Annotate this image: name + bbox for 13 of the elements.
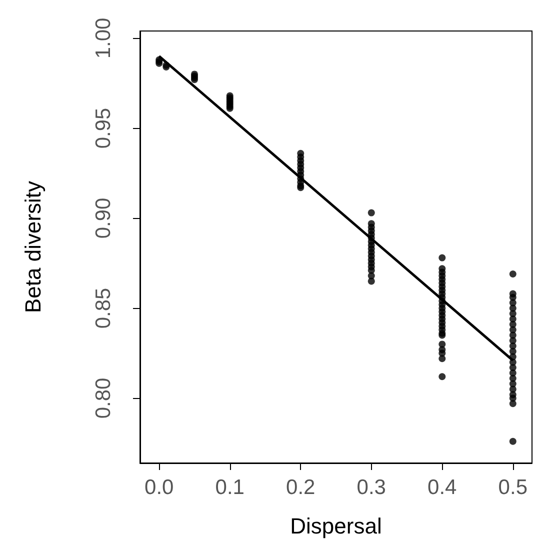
x-tick-label: 0.1	[215, 476, 244, 499]
y-axis-title: Beta diversity	[20, 180, 46, 314]
x-tick-label: 0.4	[428, 476, 458, 499]
x-tick-label: 0.5	[498, 476, 528, 499]
x-axis-title: Dispersal	[290, 514, 382, 538]
x-tick-label: 0.3	[356, 476, 386, 499]
y-tick-label: 0.95	[92, 108, 115, 149]
y-tick-label: 1.00	[92, 18, 115, 59]
x-tick-label: 0.0	[144, 476, 174, 499]
x-tick-label: 0.2	[286, 476, 316, 499]
y-tick-label: 0.80	[92, 378, 115, 419]
y-tick-label: 0.90	[92, 198, 115, 239]
y-tick-label: 0.85	[92, 288, 115, 329]
